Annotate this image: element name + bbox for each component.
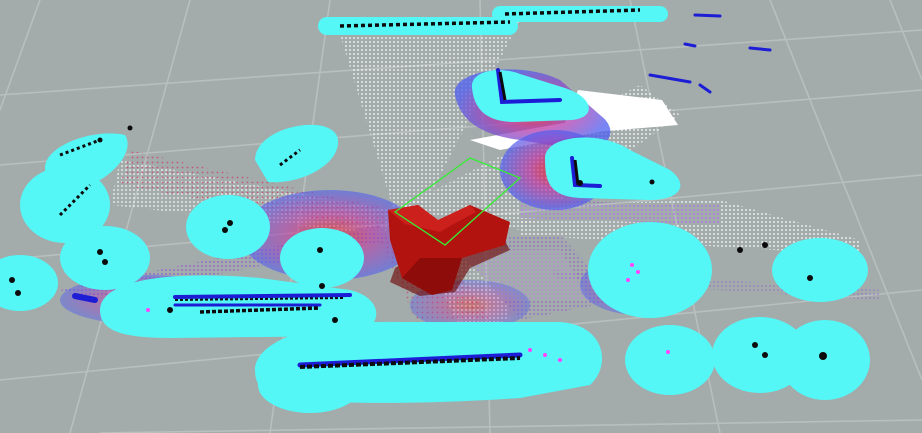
footprint-outline-icon bbox=[393, 157, 522, 246]
robot-front bbox=[402, 258, 462, 295]
grid-line bbox=[99, 419, 922, 433]
lethal-obstacles bbox=[72, 13, 772, 368]
robot-top bbox=[388, 205, 476, 232]
grid-line bbox=[769, 0, 922, 381]
grid-line bbox=[0, 0, 41, 111]
obstacle-points bbox=[9, 8, 827, 369]
grid-line bbox=[69, 0, 191, 433]
unknown-markers bbox=[146, 263, 670, 362]
grid-line bbox=[889, 0, 922, 81]
